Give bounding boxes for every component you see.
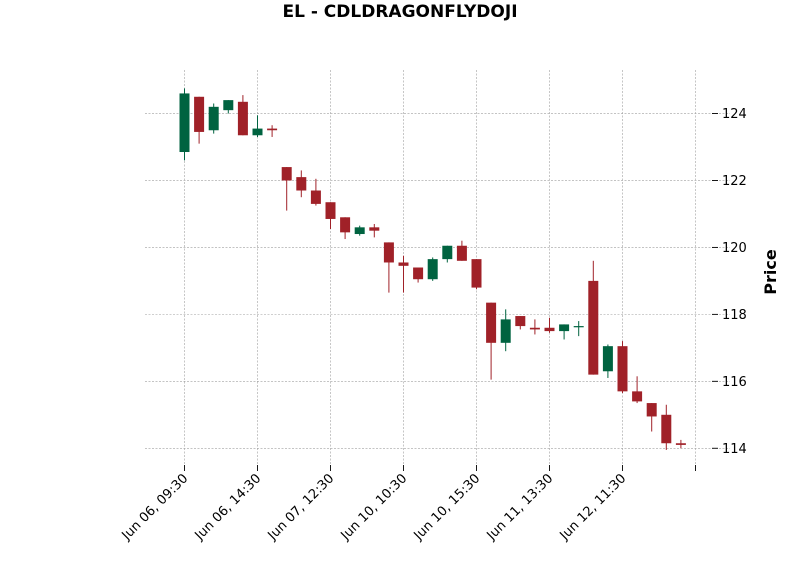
candle-body: [310, 190, 321, 204]
candle-body: [398, 262, 409, 266]
candle-body: [413, 267, 424, 280]
candle: [310, 178, 321, 206]
candle: [179, 88, 190, 161]
candle: [632, 376, 643, 404]
candle: [267, 125, 278, 137]
candle-body: [456, 245, 467, 261]
candle-body: [427, 259, 438, 280]
x-tick-label: Jun 06, 09:30: [119, 471, 192, 544]
candle: [588, 260, 599, 375]
x-tick-label: Jun 10, 10:30: [338, 471, 411, 544]
candle: [442, 245, 453, 263]
y-tick-label: 116: [722, 375, 747, 390]
x-tick-label: Jun 06, 14:30: [192, 471, 265, 544]
candle-body: [529, 327, 540, 330]
candle-body: [267, 128, 278, 131]
candle-body: [179, 93, 190, 153]
candle-body: [237, 101, 248, 136]
candle: [325, 202, 336, 230]
candle-body: [354, 227, 365, 235]
candle-body: [340, 217, 351, 233]
candle: [515, 316, 526, 330]
candle: [675, 439, 686, 449]
candle-body: [325, 202, 336, 219]
candle-body: [223, 100, 234, 111]
y-tick-label: 122: [722, 174, 747, 189]
y-tick-label: 124: [722, 107, 747, 122]
x-tick-label: Jun 07, 12:30: [265, 471, 338, 544]
candle-body: [500, 319, 511, 343]
candle: [296, 170, 307, 198]
chart-title: EL - CDLDRAGONFLYDOJI: [282, 2, 517, 22]
axis-layer: 114 116 118 120 122 124 Jun 06, 09:30 Jun 06, 1…: [119, 107, 747, 544]
candle: [223, 100, 234, 114]
candle: [281, 167, 292, 211]
candle-body: [646, 403, 657, 417]
candle: [573, 321, 584, 337]
candle-body: [588, 280, 599, 375]
candle: [398, 255, 409, 293]
candle: [369, 223, 380, 238]
y-tick-label: 120: [722, 241, 747, 256]
candle-body: [675, 443, 686, 445]
candle: [340, 217, 351, 240]
candle-body: [632, 391, 643, 402]
candle: [602, 344, 613, 378]
candle-body: [661, 414, 672, 444]
candle: [237, 95, 248, 136]
candle-body: [617, 346, 628, 392]
candle: [383, 242, 394, 293]
candle: [208, 103, 219, 134]
candle-body: [369, 227, 380, 231]
x-tick-label: Jun 12, 11:30: [557, 471, 630, 544]
candle-body: [544, 327, 555, 332]
candle-body: [486, 302, 497, 343]
candle: [354, 225, 365, 236]
candle: [544, 317, 555, 333]
y-tick-label: 118: [722, 308, 747, 323]
candle: [456, 240, 467, 261]
candle-layer: [179, 88, 686, 450]
candle-body: [515, 316, 526, 327]
candle: [500, 309, 511, 352]
candle: [194, 96, 205, 144]
candle: [559, 324, 570, 340]
candle-body: [281, 167, 292, 181]
candle-body: [573, 326, 584, 328]
candle-body: [194, 96, 205, 132]
y-tick-label: 114: [722, 442, 747, 457]
candle: [617, 341, 628, 394]
candle-body: [296, 177, 307, 191]
candle-body: [559, 324, 570, 332]
candle-body: [252, 128, 263, 136]
x-tick-label: Jun 10, 15:30: [411, 471, 484, 544]
candle-body: [602, 346, 613, 372]
candle-body: [208, 106, 219, 131]
candle: [413, 267, 424, 283]
candle-body: [471, 259, 482, 288]
y-axis-label: Price: [761, 249, 780, 295]
candle: [661, 404, 672, 450]
candle: [471, 259, 482, 290]
candle: [646, 403, 657, 432]
x-tick-label: Jun 11, 13:30: [484, 471, 557, 544]
candle: [252, 115, 263, 137]
candle: [427, 257, 438, 281]
candle: [486, 302, 497, 380]
candle-body: [442, 245, 453, 260]
candle-body: [383, 242, 394, 263]
candle: [529, 319, 540, 335]
